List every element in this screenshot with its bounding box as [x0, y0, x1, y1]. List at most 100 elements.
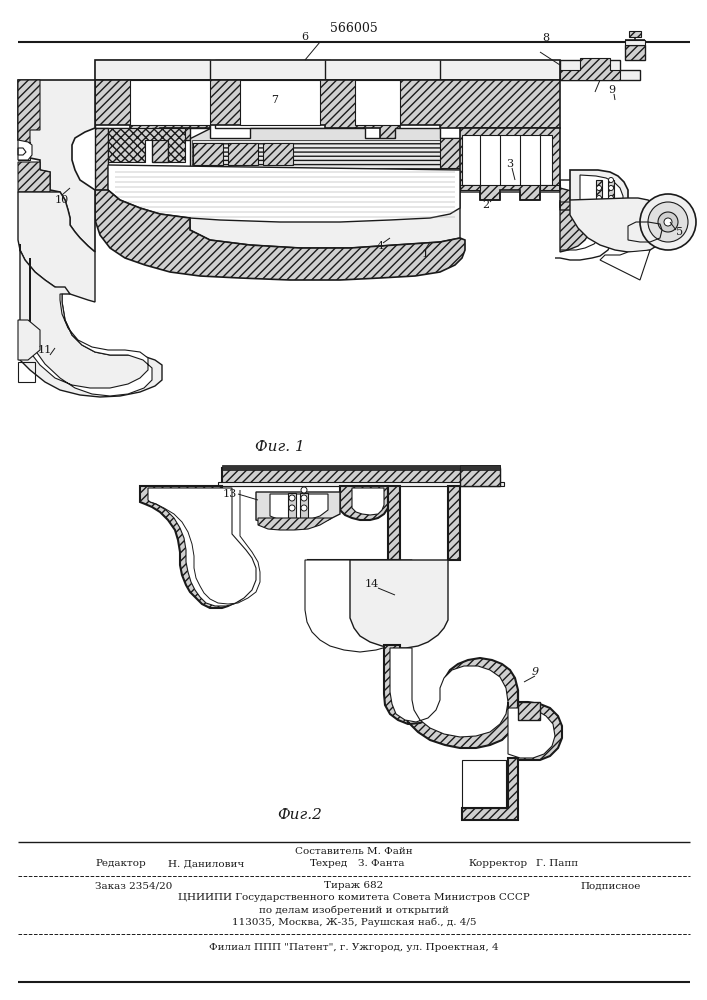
Circle shape	[648, 202, 688, 242]
Polygon shape	[460, 468, 500, 486]
Text: Составитель М. Файн: Составитель М. Файн	[296, 848, 413, 856]
Text: Подписное: Подписное	[580, 882, 641, 890]
Polygon shape	[140, 486, 252, 608]
Polygon shape	[560, 180, 592, 252]
Circle shape	[609, 178, 614, 182]
Polygon shape	[448, 486, 460, 560]
Polygon shape	[508, 702, 555, 758]
Circle shape	[301, 505, 307, 511]
Circle shape	[289, 495, 295, 501]
Circle shape	[609, 186, 614, 190]
Polygon shape	[18, 320, 40, 360]
Text: З. Фанта: З. Фанта	[358, 859, 404, 868]
Polygon shape	[95, 80, 560, 140]
Bar	[625, 40, 645, 45]
Circle shape	[301, 495, 307, 501]
Circle shape	[289, 505, 295, 511]
Polygon shape	[440, 138, 460, 168]
Text: 3: 3	[506, 159, 513, 169]
Bar	[596, 180, 602, 210]
Bar	[608, 180, 614, 210]
Text: 10: 10	[55, 195, 69, 205]
Text: 7: 7	[271, 95, 279, 105]
Polygon shape	[148, 488, 256, 606]
Circle shape	[597, 196, 602, 200]
Polygon shape	[308, 560, 400, 646]
Text: Н. Данилович: Н. Данилович	[168, 859, 244, 868]
Bar	[462, 135, 552, 185]
Polygon shape	[352, 488, 384, 515]
Text: 9: 9	[532, 667, 539, 677]
Polygon shape	[518, 702, 540, 720]
Bar	[355, 80, 400, 125]
Circle shape	[597, 186, 602, 190]
Polygon shape	[580, 175, 623, 215]
Bar	[130, 80, 210, 125]
Bar	[192, 140, 457, 168]
Polygon shape	[460, 128, 560, 200]
Polygon shape	[270, 494, 328, 522]
Polygon shape	[395, 180, 440, 190]
Polygon shape	[18, 192, 95, 302]
Polygon shape	[18, 80, 40, 145]
Bar	[218, 482, 504, 486]
Text: 4: 4	[376, 241, 384, 251]
Text: Корректор: Корректор	[468, 859, 527, 868]
Text: Фиг. 1: Фиг. 1	[255, 440, 305, 454]
Polygon shape	[560, 58, 620, 80]
Text: 11: 11	[38, 345, 52, 355]
Bar	[460, 465, 500, 470]
Bar	[625, 45, 645, 60]
Text: Фиг.2: Фиг.2	[278, 808, 322, 822]
Bar	[95, 60, 560, 80]
Polygon shape	[388, 486, 400, 560]
Text: 5: 5	[677, 227, 684, 237]
Text: ЦНИИПИ Государственного комитета Совета Министров СССР: ЦНИИПИ Государственного комитета Совета …	[178, 894, 530, 902]
Bar	[263, 143, 293, 165]
Polygon shape	[256, 492, 340, 526]
Bar	[222, 465, 500, 470]
Polygon shape	[600, 250, 650, 280]
Text: 6: 6	[301, 32, 308, 42]
Bar	[95, 60, 210, 108]
Text: Техред: Техред	[310, 859, 349, 868]
Bar	[95, 80, 210, 128]
Bar	[228, 143, 258, 165]
Text: 14: 14	[365, 579, 379, 589]
Polygon shape	[540, 185, 560, 190]
Polygon shape	[518, 690, 562, 760]
Polygon shape	[258, 518, 332, 530]
Circle shape	[609, 196, 614, 200]
Text: 113035, Москва, Ж-35, Раушская наб., д. 4/5: 113035, Москва, Ж-35, Раушская наб., д. …	[232, 917, 477, 927]
Text: Филиал ППП "Патент", г. Ужгород, ул. Проектная, 4: Филиал ППП "Патент", г. Ужгород, ул. Про…	[209, 944, 499, 952]
Polygon shape	[560, 60, 640, 80]
Text: 2: 2	[482, 200, 489, 210]
Circle shape	[664, 218, 672, 226]
Bar	[193, 143, 223, 165]
Polygon shape	[350, 560, 448, 648]
Polygon shape	[108, 165, 460, 222]
Polygon shape	[570, 198, 664, 252]
Polygon shape	[18, 142, 30, 160]
Text: 9: 9	[609, 85, 616, 95]
Text: по делам изобретений и открытий: по делам изобретений и открытий	[259, 905, 449, 915]
Text: Тираж 682: Тираж 682	[325, 882, 384, 890]
Polygon shape	[340, 486, 388, 520]
Bar	[222, 468, 500, 486]
Polygon shape	[570, 170, 628, 222]
Bar	[629, 31, 641, 37]
Polygon shape	[305, 560, 412, 652]
Circle shape	[658, 212, 678, 232]
Polygon shape	[95, 128, 108, 190]
Polygon shape	[18, 80, 95, 252]
Bar	[215, 80, 330, 128]
Polygon shape	[18, 140, 32, 160]
Polygon shape	[18, 162, 50, 192]
Text: 8: 8	[542, 33, 549, 43]
Text: Редактор: Редактор	[95, 859, 146, 868]
Polygon shape	[190, 168, 460, 248]
Polygon shape	[30, 258, 152, 396]
Circle shape	[301, 487, 307, 493]
Polygon shape	[460, 185, 480, 190]
Polygon shape	[390, 648, 508, 737]
